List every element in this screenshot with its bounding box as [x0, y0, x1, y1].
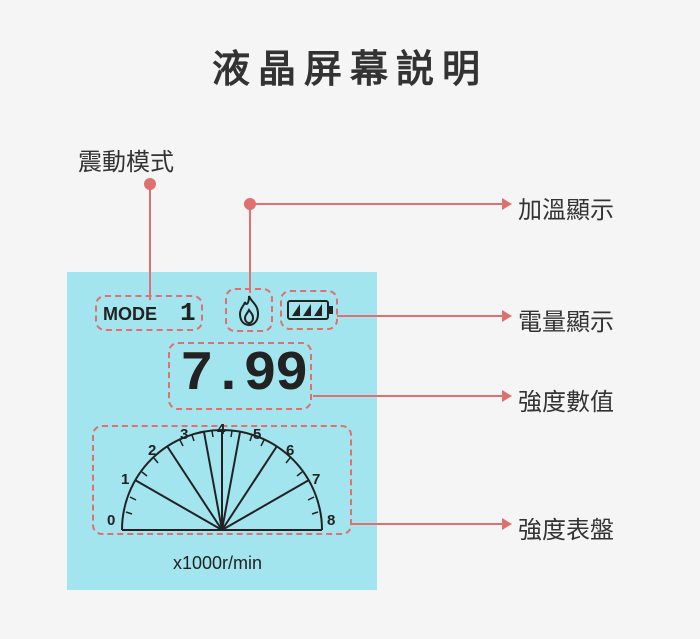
dial-num-4: 4 — [217, 421, 225, 438]
mode-value: 1 — [180, 298, 194, 328]
dial-num-6: 6 — [286, 442, 294, 459]
battery-icon — [286, 298, 334, 322]
vline-heat — [249, 203, 251, 293]
mode-label: MODE — [103, 304, 157, 325]
page-title: 液晶屏幕説明 — [10, 10, 690, 93]
arrow-intensity — [502, 390, 512, 402]
label-intensity-value: 強度數值 — [518, 382, 614, 417]
dial-num-7: 7 — [312, 471, 320, 488]
diagram-container: 液晶屏幕説明 MODE 1 7.99 — [10, 10, 690, 620]
line-vibration — [149, 188, 151, 300]
arrow-heat — [502, 198, 512, 210]
hline-dial — [352, 523, 503, 525]
hline-intensity — [313, 395, 503, 397]
hline-heat — [250, 203, 503, 205]
dial-num-0: 0 — [107, 512, 115, 529]
hline-battery — [337, 315, 503, 317]
intensity-readout: 7.99 — [180, 342, 306, 406]
label-heat-display: 加溫顯示 — [518, 190, 614, 225]
label-intensity-dial: 強度表盤 — [518, 510, 614, 545]
dial-caption: x1000r/min — [173, 553, 262, 574]
arrow-dial — [502, 518, 512, 530]
label-vibration-mode: 震動模式 — [78, 142, 174, 177]
dial-num-8: 8 — [327, 512, 335, 529]
dial-num-2: 2 — [148, 442, 156, 459]
dial-num-5: 5 — [253, 426, 261, 443]
label-battery-display: 電量顯示 — [518, 302, 614, 337]
dial-num-1: 1 — [121, 471, 129, 488]
flame-icon — [234, 294, 264, 328]
dial-num-3: 3 — [180, 426, 188, 443]
dot-heat — [244, 198, 256, 210]
arrow-battery — [502, 310, 512, 322]
